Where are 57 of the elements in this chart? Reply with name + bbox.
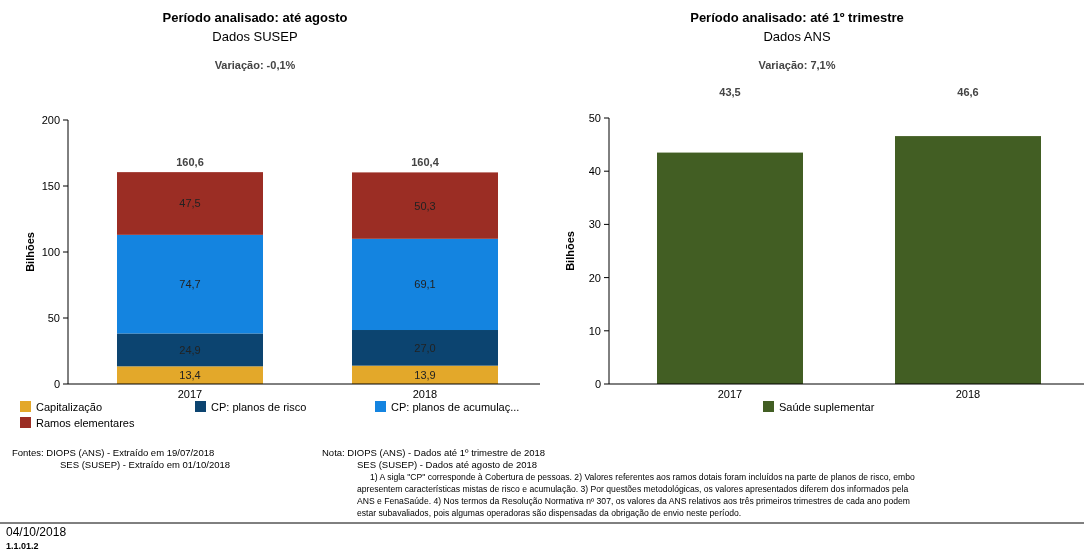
data-label: 27,0 xyxy=(414,341,436,354)
bar xyxy=(352,330,498,366)
data-label: 69,1 xyxy=(414,278,436,291)
data-label: 43,5 xyxy=(719,86,741,98)
bar xyxy=(117,333,263,367)
chart-subtitle: Dados SUSEP xyxy=(212,29,298,44)
text: Variação: 7,1% xyxy=(758,59,836,71)
y-axis-title: Bilhões xyxy=(564,231,576,271)
data-label: 74,7 xyxy=(179,278,201,291)
bar xyxy=(117,172,263,235)
x-tick-label: 2017 xyxy=(177,388,203,400)
data-label: 50,3 xyxy=(414,199,436,212)
legend-label: Ramos elementares xyxy=(36,417,135,429)
y-tick-label: 30 xyxy=(588,218,601,231)
total-label: 160,6 xyxy=(176,156,204,169)
legend-label: Saúde suplementar xyxy=(779,401,875,413)
bar xyxy=(117,234,263,334)
y-tick-label: 0 xyxy=(53,378,60,390)
chart-title: Período analisado: até 1º trimestre xyxy=(690,10,904,25)
bar xyxy=(352,238,498,331)
text: 04/10/2018 xyxy=(6,525,67,539)
text: Nota: DIOPS (ANS) - Dados até 1º trimestre de 2018 xyxy=(322,447,546,458)
data-label: 13,9 xyxy=(414,368,436,381)
text: 1) A sigla "CP" corresponde à Cobertura de pessoas. 2) Valores referentes aos ramos dotais foram incluídos na parte de planos de risco, embo xyxy=(370,472,915,482)
data-label: 13,4 xyxy=(179,369,201,382)
legend-label: CP: planos de acumulaç... xyxy=(391,401,520,413)
text: SES (SUSEP) - Dados até agosto de 2018 xyxy=(357,459,538,470)
chart-title: Período analisado: até agosto xyxy=(162,10,348,25)
text: Variação: -0,1% xyxy=(214,59,296,71)
text: Fontes: DIOPS (ANS) - Extraído em 19/07/2018 xyxy=(12,447,215,458)
y-tick-label: 200 xyxy=(41,114,60,126)
y-tick-label: 100 xyxy=(41,246,60,258)
y-tick-label: 0 xyxy=(594,378,601,390)
data-label: 46,6 xyxy=(957,86,979,98)
x-tick-label: 2018 xyxy=(412,388,438,400)
y-tick-label: 50 xyxy=(47,312,60,324)
text: 1.1.01.2 xyxy=(6,541,39,551)
text: ANS e FenaSaúde. 4) Nos termos da Resolução Normativa nº 307, os valores da ANS relativos aos três primeiros trimestres de cada ano podem xyxy=(357,496,910,506)
bar xyxy=(117,366,263,384)
y-tick-label: 50 xyxy=(588,112,601,124)
y-tick-label: 10 xyxy=(588,324,601,337)
total-label: 160,4 xyxy=(411,156,440,169)
chart-subtitle: Dados ANS xyxy=(763,29,831,44)
data-label: 47,5 xyxy=(179,197,201,210)
text: SES (SUSEP) - Extraído em 01/10/2018 xyxy=(60,459,231,470)
x-tick-label: 2017 xyxy=(717,388,743,400)
legend-label: CP: planos de risco xyxy=(211,401,307,413)
data-label: 24,9 xyxy=(179,343,201,356)
y-tick-label: 40 xyxy=(588,165,601,178)
y-tick-label: 150 xyxy=(41,180,60,192)
text: estar subavaliados, pois algumas operadoras são dispensadas da obrigação de envio neste período. xyxy=(357,508,742,518)
bar xyxy=(352,172,498,239)
y-axis-title: Bilhões xyxy=(24,232,36,272)
text: apresentem características mistas de risco e acumulação. 3) Por questões metodológicas, os valores apresentados diferem dos informados pela xyxy=(357,484,909,494)
legend-label: Capitalização xyxy=(36,401,103,413)
y-tick-label: 20 xyxy=(588,271,601,284)
x-tick-label: 2018 xyxy=(955,388,981,400)
